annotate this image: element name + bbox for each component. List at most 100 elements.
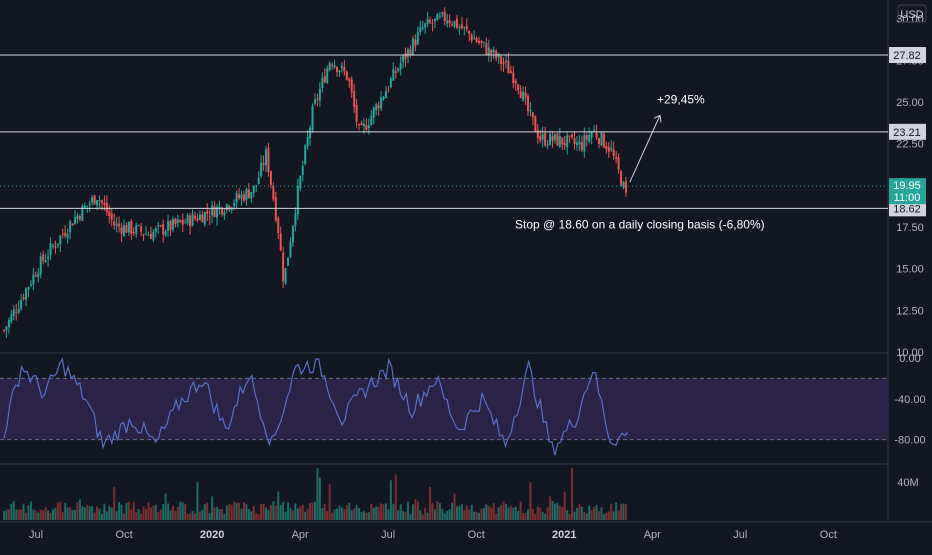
volume-bar (455, 506, 458, 520)
volume-bar (502, 501, 505, 520)
candle-body (37, 273, 40, 278)
volume-bar (181, 502, 184, 520)
candle-body (201, 214, 204, 223)
candle-body (284, 268, 287, 284)
volume-bar (34, 510, 37, 520)
volume-bar (269, 505, 272, 520)
candle-body (490, 49, 493, 55)
target-arrow[interactable] (629, 115, 661, 183)
candle-body (159, 225, 162, 227)
volume-bar (568, 513, 571, 520)
volume-bar (51, 509, 54, 520)
volume-bar (531, 508, 534, 520)
level-label-bg (889, 200, 926, 217)
candle-body (546, 144, 549, 146)
volume-bar (333, 509, 336, 520)
candle-body (296, 185, 299, 215)
candle-body (558, 135, 561, 147)
candle-body (595, 131, 598, 138)
volume-bar (12, 501, 15, 520)
volume-bar (607, 511, 610, 520)
candle-body (213, 206, 216, 218)
candle-body (311, 106, 314, 131)
rsi-axis-ticks: 0.00 -40.00 -80.00 (894, 353, 925, 447)
volume-bar (585, 513, 588, 520)
volume-axis-ticks: 40M (897, 477, 918, 489)
volume-bar (610, 503, 613, 520)
candle-body (463, 26, 466, 28)
volume-bar (284, 511, 287, 520)
candle-body (257, 177, 260, 184)
rsi-tick-label: -80.00 (894, 435, 925, 447)
volume-bar (265, 507, 268, 520)
candle-body (132, 231, 135, 233)
target-annotation[interactable]: +29,45% (657, 92, 705, 106)
volume-bar (323, 503, 326, 520)
volume-bar (198, 511, 201, 520)
volume-bar (615, 502, 618, 520)
candle-body (39, 256, 42, 275)
candle-body (343, 67, 346, 72)
volume-bar (534, 513, 537, 520)
volume-bar (446, 510, 449, 520)
candle-body (108, 211, 111, 216)
candle-body (345, 71, 348, 80)
volume-bar (132, 501, 135, 520)
candle-body (504, 60, 507, 63)
volume-bar (448, 509, 451, 520)
candle-body (235, 193, 238, 203)
candle-body (411, 38, 414, 55)
volume-bar (42, 509, 45, 520)
candle-body (100, 200, 103, 203)
volume-bar (279, 504, 282, 520)
volume-bar (235, 502, 238, 520)
volume-bar (267, 509, 270, 520)
volume-bar (238, 502, 241, 520)
candle-body (573, 138, 576, 144)
volume-bar (255, 512, 258, 520)
currency-selector[interactable]: USD (897, 4, 927, 23)
volume-bar (130, 509, 133, 520)
volume-bar (377, 506, 380, 520)
volume-bar (296, 508, 299, 520)
candle-body (42, 254, 45, 261)
candle-body (336, 67, 339, 72)
current-price-label-bg (889, 178, 926, 205)
candle-body (10, 314, 13, 323)
current-price-value: 19.95 (893, 180, 921, 192)
volume-bar (140, 513, 143, 520)
candle-body (482, 41, 485, 43)
currency-selector-box[interactable] (897, 4, 927, 23)
volume-bar (257, 514, 260, 520)
candle-body (113, 221, 116, 226)
volume-bar (524, 513, 527, 520)
candle-body (384, 91, 387, 99)
volume-bar (421, 514, 424, 520)
volume-bar (514, 506, 517, 520)
volume-bar (135, 512, 138, 520)
volume-bar (59, 501, 62, 520)
candle-body (348, 78, 351, 82)
candle-body (473, 38, 476, 40)
volume-bar (211, 496, 214, 520)
candle-body (56, 243, 59, 246)
volume-bar (345, 505, 348, 520)
volume-bar (593, 506, 596, 520)
volume-bar (250, 511, 253, 520)
volume-bar (617, 510, 620, 520)
candle-body (451, 24, 454, 26)
candle-body (152, 231, 155, 240)
volume-bar (536, 506, 539, 520)
candles (3, 7, 627, 338)
horizontal-levels (0, 54, 888, 209)
candle-body (93, 195, 96, 205)
volume-bar (149, 507, 152, 520)
level-label: 23.21 (893, 127, 921, 139)
candle-body (414, 39, 417, 46)
price-tick-label: 10.00 (896, 347, 924, 359)
candle-body (167, 221, 170, 232)
level-labels: 27.82 23.21 18.62 (889, 47, 926, 217)
volume-bar (465, 505, 468, 520)
stop-annotation[interactable]: Stop @ 18.60 on a daily closing basis (-… (515, 217, 765, 231)
